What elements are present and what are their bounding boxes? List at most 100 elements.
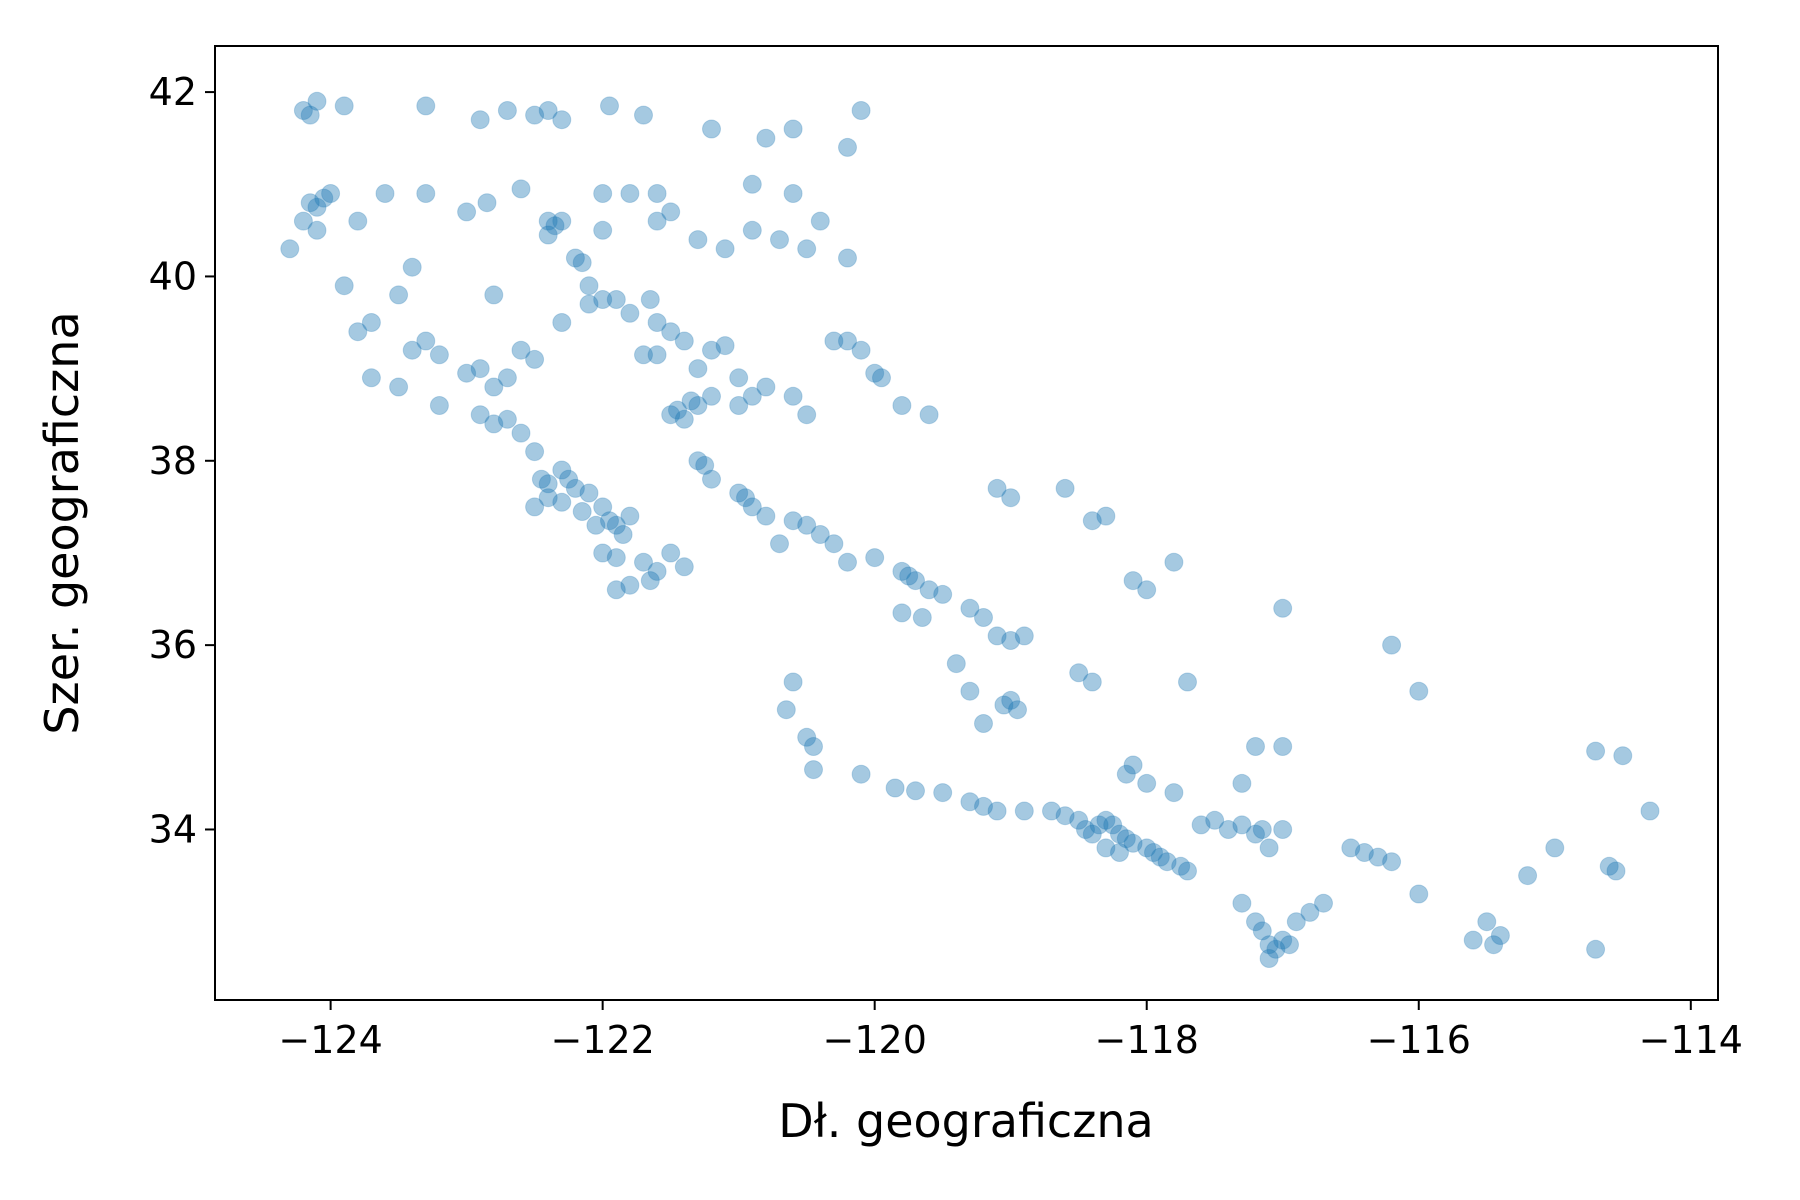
scatter-point	[348, 322, 368, 342]
scatter-point	[892, 396, 912, 415]
scatter-point	[1001, 488, 1021, 508]
scatter-point	[770, 230, 789, 250]
scatter-point	[593, 290, 613, 309]
scatter-point	[484, 285, 504, 305]
scatter-point	[1545, 838, 1565, 858]
scatter-point	[593, 543, 613, 563]
scatter-point	[538, 211, 558, 231]
scatter-point	[987, 626, 1007, 646]
scatter-point	[797, 727, 817, 747]
scatter-point	[565, 478, 585, 498]
scatter-point	[545, 216, 565, 236]
scatter-point	[681, 391, 701, 411]
scatter-point	[579, 294, 599, 314]
scatter-point	[688, 451, 708, 471]
scatter-point	[1280, 935, 1299, 955]
y-tick-label: 34	[149, 807, 197, 851]
y-tick-label: 36	[149, 623, 197, 667]
scatter-point	[1252, 820, 1272, 839]
scatter-point	[674, 331, 694, 351]
scatter-point	[715, 239, 735, 259]
scatter-point	[1484, 935, 1504, 955]
scatter-point	[538, 474, 558, 494]
scatter-point	[572, 253, 592, 273]
scatter-point	[1123, 571, 1143, 591]
scatter-point	[565, 248, 585, 268]
scatter-point	[1014, 801, 1034, 821]
scatter-point	[770, 534, 789, 554]
scatter-point	[416, 184, 436, 203]
scatter-point	[1409, 884, 1429, 904]
scatter-point	[334, 96, 354, 116]
scatter-point	[1368, 847, 1388, 867]
scatter-point	[1157, 852, 1177, 872]
scatter-point	[1150, 847, 1170, 867]
scatter-point	[702, 386, 721, 406]
plot-frame	[214, 45, 1719, 1001]
scatter-point	[470, 359, 490, 379]
scatter-point	[810, 211, 830, 231]
scatter-point	[946, 654, 966, 674]
scatter-point	[579, 483, 599, 503]
scatter-point	[1069, 663, 1089, 683]
y-tick-label: 38	[149, 439, 197, 483]
scatter-point	[906, 781, 925, 801]
scatter-point	[634, 345, 653, 365]
scatter-point	[314, 188, 334, 208]
scatter-point	[919, 405, 939, 425]
scatter-point	[783, 184, 803, 203]
scatter-point	[606, 290, 626, 309]
scatter-point	[838, 331, 857, 351]
scatter-point	[661, 405, 681, 425]
scatter-point	[912, 608, 932, 627]
scatter-point	[429, 396, 449, 415]
scatter-point	[531, 469, 551, 489]
scatter-point	[525, 105, 545, 125]
scatter-point	[640, 571, 660, 591]
scatter-point	[756, 128, 776, 148]
scatter-point	[497, 368, 517, 388]
scatter-point	[933, 783, 953, 803]
scatter-point	[810, 525, 830, 544]
scatter-point	[756, 377, 776, 397]
scatter-point	[1586, 741, 1606, 761]
scatter-point	[838, 248, 857, 268]
scatter-point	[1055, 806, 1075, 826]
scatter-point	[797, 515, 817, 535]
scatter-point	[783, 511, 803, 531]
scatter-point	[1116, 764, 1136, 784]
scatter-point	[293, 101, 313, 120]
scatter-point	[1640, 801, 1660, 821]
scatter-point	[593, 184, 613, 203]
scatter-point	[572, 502, 592, 521]
scatter-point	[715, 336, 735, 356]
scatter-point	[1232, 893, 1252, 913]
scatter-point	[307, 91, 327, 111]
scatter-point	[634, 105, 653, 125]
scatter-point	[661, 322, 681, 342]
scatter-point	[538, 225, 558, 245]
scatter-point	[974, 796, 993, 816]
scatter-point	[1205, 810, 1225, 830]
scatter-point	[742, 497, 762, 517]
scatter-point	[1008, 700, 1027, 720]
scatter-point	[756, 506, 776, 526]
scatter-point	[389, 285, 409, 305]
scatter-point	[1463, 930, 1483, 950]
scatter-point	[640, 290, 660, 309]
scatter-point	[1273, 737, 1293, 756]
scatter-point	[695, 455, 715, 475]
y-axis-label: Szer. geograficzna	[35, 311, 89, 734]
scatter-point	[1273, 820, 1293, 839]
scatter-point	[1218, 820, 1238, 839]
scatter-point	[416, 331, 436, 351]
scatter-point	[647, 211, 667, 231]
scatter-point	[742, 220, 762, 240]
scatter-point	[1123, 833, 1143, 853]
scatter-point	[402, 257, 422, 277]
scatter-point	[1232, 773, 1252, 793]
scatter-point	[1409, 681, 1429, 701]
scatter-point	[742, 174, 762, 194]
scatter-point	[1273, 930, 1293, 950]
scatter-point	[804, 760, 823, 780]
